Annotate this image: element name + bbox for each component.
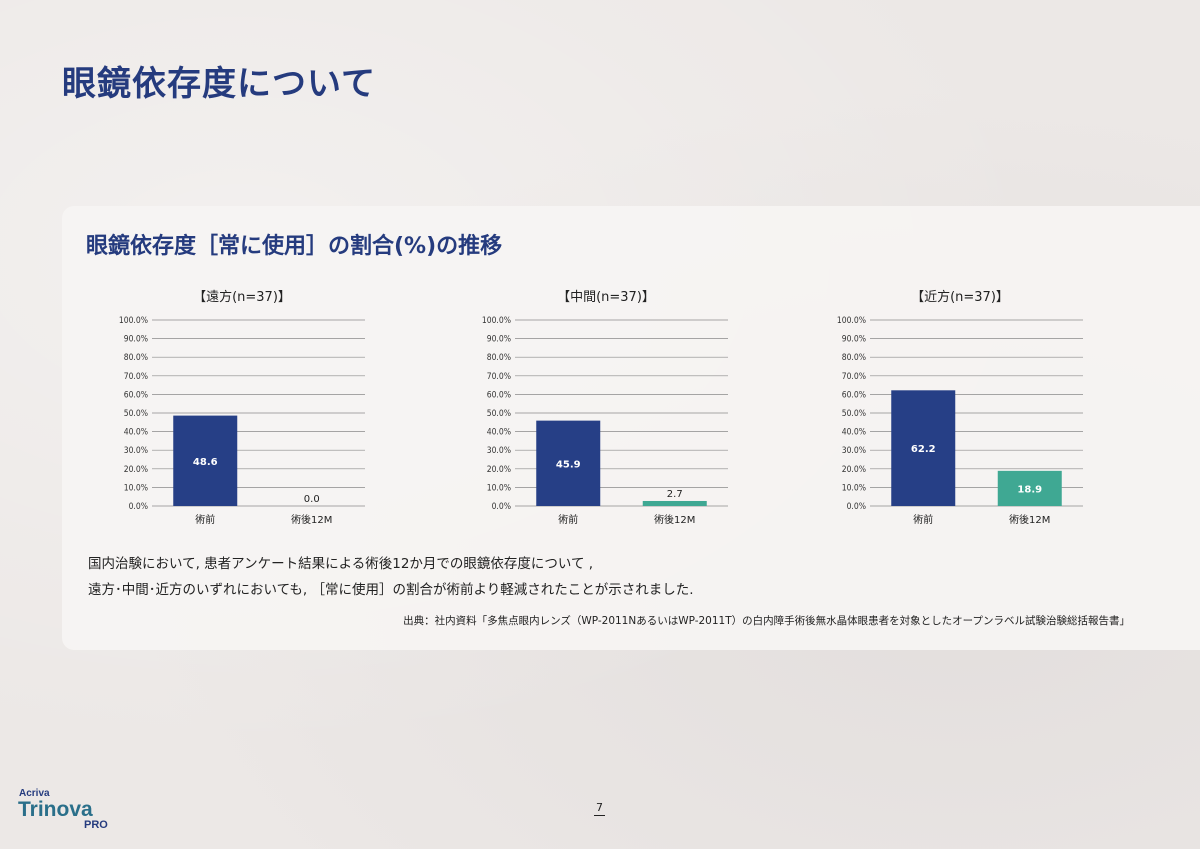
y-tick-label: 60.0%	[124, 390, 148, 400]
x-category-label: 術前	[913, 513, 933, 526]
y-tick-label: 0.0%	[492, 502, 511, 512]
bar-pre	[891, 390, 956, 506]
y-tick-label: 70.0%	[124, 372, 148, 382]
chart-title-far: 【遠方(n=37)】	[193, 290, 291, 305]
y-tick-label: 50.0%	[842, 409, 866, 419]
x-category-label: 術後12M	[1009, 513, 1050, 526]
data-label: 62.2	[911, 444, 936, 455]
x-category-label: 術後12M	[291, 513, 332, 526]
y-tick-label: 30.0%	[842, 446, 866, 456]
data-label: 0.0	[304, 494, 320, 505]
y-tick-label: 70.0%	[487, 372, 511, 382]
logo-brand-top: Acriva	[19, 788, 50, 799]
y-tick-label: 90.0%	[842, 335, 866, 345]
y-tick-label: 20.0%	[842, 465, 866, 475]
chart-title-intermediate: 【中間(n=37)】	[557, 290, 655, 305]
chart-far: 0.0% 10.0% 20.0% 30.0% 40.0% 50.0% 60.0% 70.0% 8…	[119, 316, 365, 526]
body-text-line-2: 遠方･中間･近方のいずれにおいても, ［常に使用］の割合が術前より軽減されたこと…	[88, 582, 694, 598]
y-tick-label: 0.0%	[847, 502, 866, 512]
y-tick-label: 20.0%	[487, 465, 511, 475]
x-category-label: 術前	[558, 513, 578, 526]
y-tick-label: 100.0%	[119, 316, 148, 326]
chart-panel: 眼鏡依存度［常に使用］の割合(%)の推移 【遠方(n=37)】 【中間(n=37…	[62, 206, 1200, 650]
y-tick-label: 40.0%	[487, 428, 511, 438]
y-tick-label: 70.0%	[842, 372, 866, 382]
brand-logo: Acriva Trinova PRO	[18, 788, 108, 830]
y-tick-label: 80.0%	[842, 353, 866, 363]
y-tick-label: 60.0%	[842, 390, 866, 400]
chart-title-near: 【近方(n=37)】	[911, 290, 1009, 305]
y-tick-label: 10.0%	[124, 483, 148, 493]
x-category-label: 術後12M	[654, 513, 695, 526]
y-tick-label: 60.0%	[487, 390, 511, 400]
y-tick-label: 90.0%	[124, 335, 148, 345]
chart-near: 0.0% 10.0% 20.0% 30.0% 40.0% 50.0% 60.0% 70.0% 8…	[837, 316, 1083, 526]
page-number: 7	[594, 801, 605, 816]
y-tick-label: 10.0%	[487, 483, 511, 493]
y-tick-label: 90.0%	[487, 335, 511, 345]
y-tick-label: 50.0%	[124, 409, 148, 419]
y-tick-label: 10.0%	[842, 483, 866, 493]
y-tick-label: 100.0%	[482, 316, 511, 326]
y-tick-label: 40.0%	[124, 428, 148, 438]
y-tick-label: 30.0%	[124, 446, 148, 456]
y-tick-label: 20.0%	[124, 465, 148, 475]
y-tick-label: 30.0%	[487, 446, 511, 456]
data-label: 48.6	[193, 457, 218, 468]
bar-post	[642, 500, 707, 506]
source-citation: 出典：社内資料「多焦点眼内レンズ（WP-2011NあるいはWP-2011T）の白…	[403, 615, 1130, 627]
data-label: 18.9	[1017, 484, 1042, 495]
bar-pre	[536, 420, 601, 506]
body-text-line-1: 国内治験において, 患者アンケート結果による術後12か月での眼鏡依存度について …	[88, 556, 594, 572]
bar-post	[997, 470, 1062, 506]
data-label: 45.9	[556, 459, 581, 470]
chart-intermediate: 0.0% 10.0% 20.0% 30.0% 40.0% 50.0% 60.0% 70.0% 8…	[482, 316, 728, 526]
page-title: 眼鏡依存度について	[62, 64, 376, 104]
y-tick-label: 80.0%	[124, 353, 148, 363]
y-tick-label: 40.0%	[842, 428, 866, 438]
logo-brand-sub: PRO	[84, 819, 108, 830]
y-tick-label: 50.0%	[487, 409, 511, 419]
bar-pre	[173, 415, 238, 506]
x-category-label: 術前	[195, 513, 215, 526]
panel-title: 眼鏡依存度［常に使用］の割合(%)の推移	[86, 234, 503, 259]
logo-brand-main: Trinova	[18, 798, 93, 821]
data-label: 2.7	[667, 489, 683, 500]
y-tick-label: 100.0%	[837, 316, 866, 326]
y-tick-label: 80.0%	[487, 353, 511, 363]
y-tick-label: 0.0%	[129, 502, 148, 512]
